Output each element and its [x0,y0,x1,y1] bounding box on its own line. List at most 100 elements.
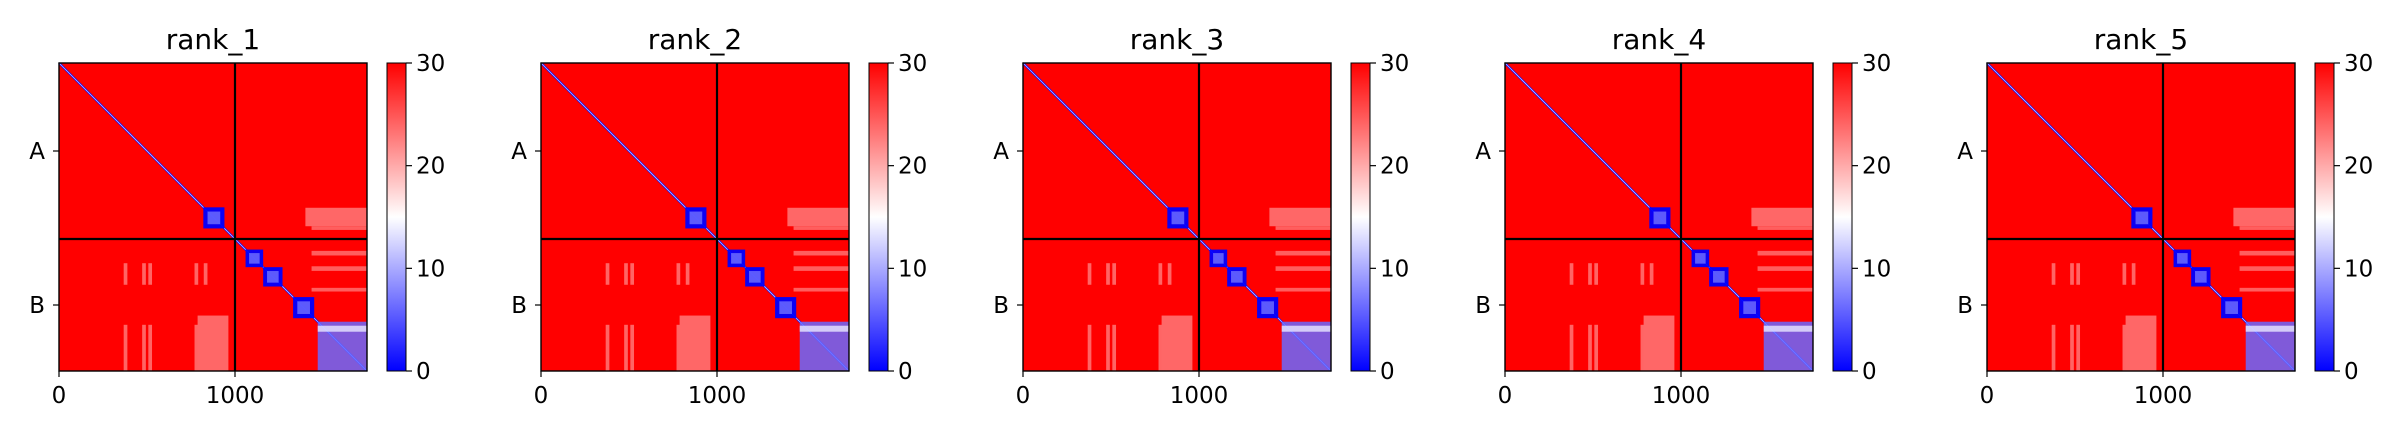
heatmap-streak [1087,324,1092,371]
heatmap-streak [1112,263,1117,285]
heatmap-panel-3: rank_3 0 1000 A B 0 10 20 30 [993,23,1409,409]
heatmap-streak [793,266,849,271]
heatmap-panel-4: rank_4 0 1000 A B 0 10 20 30 [1475,23,1891,409]
heatmap-streak [1275,266,1331,271]
heatmap-frame [1986,62,2296,372]
heatmap-block-edge [1763,325,1813,332]
heatmap-streak [2239,250,2295,256]
heatmap-streak [2239,210,2295,216]
heatmap-streak [2070,263,2074,285]
heatmap-block-core [267,271,279,283]
colorbar-tick-label: 10 [416,256,445,282]
colorbar-tick-label: 20 [898,154,927,180]
heatmap-streak [685,263,690,285]
colorbar-tick-label: 10 [898,256,927,282]
heatmap-streak [1640,324,1645,371]
heatmap-block-core [2195,271,2207,283]
heatmap-block-core [1261,301,1274,314]
x-tick-label: 0 [1498,383,1513,409]
heatmap-streak [787,207,849,227]
colorbar-tick-label: 0 [416,359,431,385]
heatmap-block-core [1713,271,1725,283]
colorbar [2314,62,2335,372]
heatmap-streak [142,263,146,285]
heatmap-block-core [2177,253,2188,264]
heatmap-block-core [1213,253,1224,264]
heatmap-streak [1757,210,1813,216]
heatmap-texture [605,207,849,371]
x-tick-label: 0 [1980,383,1995,409]
heatmap-streak [2070,324,2074,371]
y-tick-label: A [511,139,527,165]
heatmap-texture [1087,207,1331,371]
y-tick-label: B [993,293,1009,319]
panel-title: rank_4 [1612,23,1706,56]
heatmap-streak [1158,324,1163,371]
heatmap-streak [605,324,610,371]
heatmap-texture [123,207,367,371]
heatmap-streak [148,263,153,285]
heatmap-streak [2239,287,2295,292]
heatmap-frame [58,62,368,372]
heatmap-block-core [1231,271,1243,283]
heatmap-streak [1167,263,1172,285]
heatmap-streak [2131,324,2136,371]
heatmap-streak [2051,263,2056,285]
heatmap-block-edge [1281,325,1331,332]
colorbar-tick-label: 30 [898,51,927,77]
heatmap-streak [194,263,199,285]
heatmap-streak [311,210,367,216]
x-tick-label: 1000 [2134,383,2193,409]
heatmap-block-core [1653,211,1667,225]
colorbar [386,62,407,372]
x-tick-label: 1000 [1170,383,1229,409]
heatmap-streak [2131,263,2136,285]
heatmap-streak [194,324,199,371]
heatmap-panel-5: rank_5 0 1000 A B 0 10 20 30 [1957,23,2373,409]
heatmap-streak [311,266,367,271]
heatmap-frame [540,62,850,372]
heatmap-block-core [749,271,761,283]
colorbar-tick-label: 10 [1862,256,1891,282]
heatmap-block-core [689,211,703,225]
heatmap-streak [676,324,681,371]
heatmap-streak [1643,315,1675,371]
heatmap-streak [630,263,635,285]
x-tick-label: 1000 [1652,383,1711,409]
heatmap-streak [1588,324,1592,371]
heatmap-streak [203,324,208,371]
heatmap-streak [624,263,628,285]
heatmap-streak [1269,207,1331,227]
heatmap-panel-1: rank_1 0 1000 A B 0 10 20 30 [29,23,445,409]
heatmap-block-core [779,301,792,314]
heatmap-block-core [2225,301,2238,314]
y-tick-label: B [1475,293,1491,319]
panel-title: rank_1 [166,23,260,56]
heatmap-streak [624,324,628,371]
heatmap-streak [2239,226,2295,230]
y-tick-label: A [29,139,45,165]
heatmap-streak [793,226,849,230]
x-tick-label: 0 [52,383,67,409]
heatmap-streak [1594,263,1599,285]
heatmap-streak [1275,287,1331,292]
heatmap-streak [1167,324,1172,371]
heatmap-streak [1106,324,1110,371]
heatmap-streak [1275,226,1331,230]
heatmap-block-core [1743,301,1756,314]
heatmap-streak [793,210,849,216]
heatmap-panel-2: rank_2 0 1000 A B 0 10 20 30 [511,23,927,409]
x-tick-label: 1000 [206,383,265,409]
heatmap-streak [1112,324,1117,371]
heatmap-streak [2233,207,2295,227]
heatmap-streak [311,250,367,256]
heatmap-texture [2051,207,2295,371]
heatmap-block-edge [799,325,849,332]
heatmap-streak [676,263,681,285]
heatmap-block-core [297,301,310,314]
heatmap-streak [1569,324,1574,371]
heatmap-streak [1757,266,1813,271]
heatmap-streak [679,315,711,371]
colorbar-tick-label: 30 [2344,51,2373,77]
x-tick-label: 0 [1016,383,1031,409]
